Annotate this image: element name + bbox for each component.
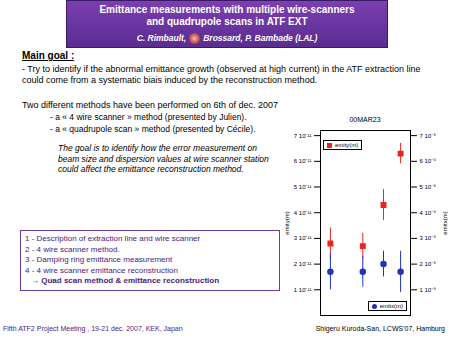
html-text:2 - 4 wire scanner method.: 2 - 4 wire scanner method. [25, 244, 120, 254]
html-text:- a « 4 wire scanner » method: - a « 4 wire scanner » method (presented… [50, 112, 247, 122]
html-text:Shigeru Kuroda-San, LCWS'07, H: Shigeru Kuroda-San, LCWS'07, Hamburg [315, 325, 445, 332]
html-text:C. Rimbault,: C. Rimbault, [136, 33, 187, 43]
svg-text:6 10⁻⁹: 6 10⁻⁹ [420, 158, 437, 164]
svg-text:1 10⁻⁹: 1 10⁻⁹ [420, 287, 437, 293]
html-text:3 - Damping ring emittance mea: 3 - Damping ring emittance measurement [25, 255, 173, 264]
html-text:00MAR23: 00MAR23 [349, 116, 381, 123]
svg-text:7 10⁻⁹: 7 10⁻⁹ [420, 133, 437, 139]
html-text:- a « quadrupole scan » method: - a « quadrupole scan » method (presente… [50, 123, 256, 134]
svg-text:emitx(m): emitx(m) [442, 211, 448, 234]
html-text:Brossard, P. Bambade (LAL): Brossard, P. Bambade (LAL) [203, 33, 318, 43]
html-text:Main goal :: Main goal : [22, 50, 75, 61]
html-text:and quadrupole scans in ATF EX: and quadrupole scans in ATF EXT [146, 16, 308, 27]
svg-text:5 10⁻¹¹: 5 10⁻¹¹ [294, 184, 312, 190]
html-text:Fifth ATF2 Project Meeting , 1: Fifth ATF2 Project Meeting , 19-21 dec. … [3, 325, 183, 332]
svg-text:1 10⁻¹¹: 1 10⁻¹¹ [294, 287, 312, 293]
html-text:The goal is to identify how th: The goal is to identify how the error me… [58, 143, 269, 174]
html-text:emitx(m): emitx(m) [379, 303, 403, 309]
html-text:→ Quad scan method & emittance: → Quad scan method & emittance reconstru… [31, 276, 219, 285]
svg-text:4 10⁻⁹: 4 10⁻⁹ [420, 210, 437, 216]
svg-text:4 10⁻¹¹: 4 10⁻¹¹ [294, 210, 312, 216]
html-text:Two different methods have bee: Two different methods have been performe… [22, 100, 278, 110]
svg-text:3 10⁻⁹: 3 10⁻⁹ [420, 235, 437, 241]
html-text:4 - 4 wire scanner emittance r: 4 - 4 wire scanner emittance reconstruct… [25, 265, 178, 275]
html-text:emity(m): emity(m) [335, 142, 359, 148]
html-text:- Try to identify if the abnor: - Try to identify if the abnormal emitta… [22, 64, 421, 85]
svg-text:5 10⁻⁹: 5 10⁻⁹ [420, 184, 437, 190]
html-text:Emittance measurements with mu: Emittance measurements with multiple wir… [99, 4, 355, 15]
html-text:1 - Description of extraction: 1 - Description of extraction line and w… [25, 234, 201, 243]
svg-text:7 10⁻¹¹: 7 10⁻¹¹ [294, 133, 312, 139]
svg-text:2 10⁻¹¹: 2 10⁻¹¹ [294, 261, 312, 267]
svg-text:3 10⁻¹¹: 3 10⁻¹¹ [294, 235, 312, 241]
svg-text:6 10⁻¹¹: 6 10⁻¹¹ [294, 158, 312, 164]
svg-text:2 10⁻⁹: 2 10⁻⁹ [420, 261, 437, 267]
svg-text:emity(m): emity(m) [284, 211, 290, 234]
